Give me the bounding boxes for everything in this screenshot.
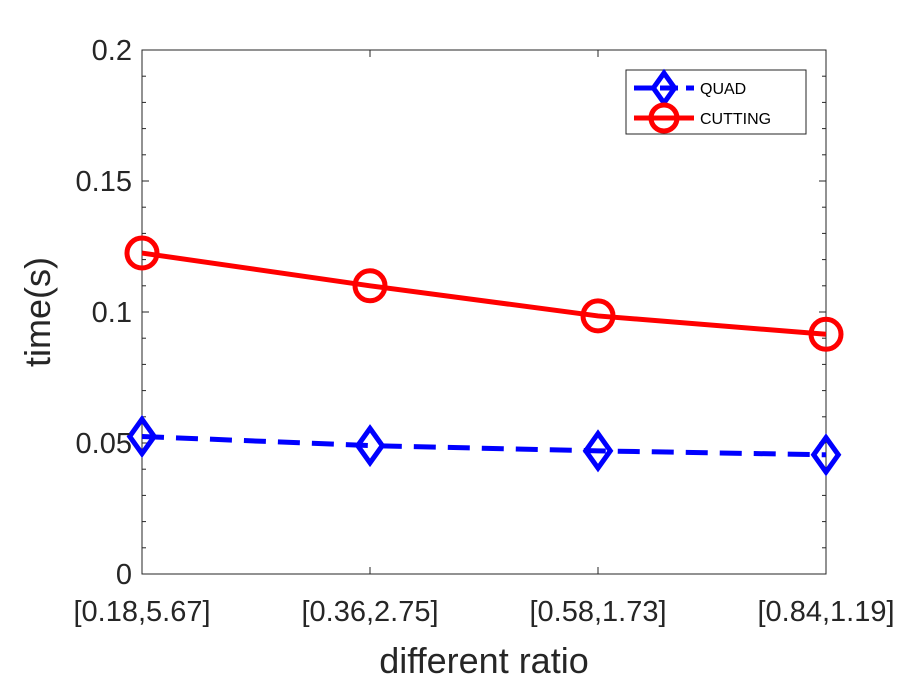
series-line [141,250,827,337]
data-point-circle [352,268,388,304]
series-quad [126,414,842,477]
data-point-diamond [810,433,842,477]
x-axis-label: different ratio [379,640,588,681]
series-cutting [124,235,844,352]
series-layer [124,235,844,477]
plot-background [142,50,826,574]
x-tick-label: [0.58,1.73] [529,596,666,628]
y-axis-label: time(s) [17,257,58,367]
y-tick-label: 0.1 [92,297,132,329]
plot-frame [141,49,827,575]
data-point-circle [580,298,616,334]
x-tick-label: [0.36,2.75] [301,596,438,628]
data-point-diamond [126,414,158,459]
y-tick-label: 0.2 [92,35,132,67]
data-point-diamond [354,424,386,468]
y-tick-label: 0.05 [76,428,132,460]
data-point-circle [648,102,680,134]
series-line [141,433,827,458]
data-point-diamond [582,429,614,473]
x-tick-label: [0.84,1.19] [757,596,894,628]
legend-label: QUAD [700,81,746,98]
x-tick-labels: [0.18,5.67] [0.36,2.75] [0.58,1.73] [0.84,1… [73,596,894,628]
x-tick-label: [0.18,5.67] [73,596,210,628]
legend-item: CUTTING [634,102,771,134]
y-tick-label: 0.15 [76,166,132,198]
y-tick-label: 0 [116,559,132,591]
legend: QUAD CUTTING [625,68,807,135]
data-point-circle [808,316,844,352]
legend-label: CUTTING [700,111,771,128]
y-tick-labels: 0 0.05 0.1 0.15 0.2 [76,35,132,591]
data-point-circle [124,235,160,271]
